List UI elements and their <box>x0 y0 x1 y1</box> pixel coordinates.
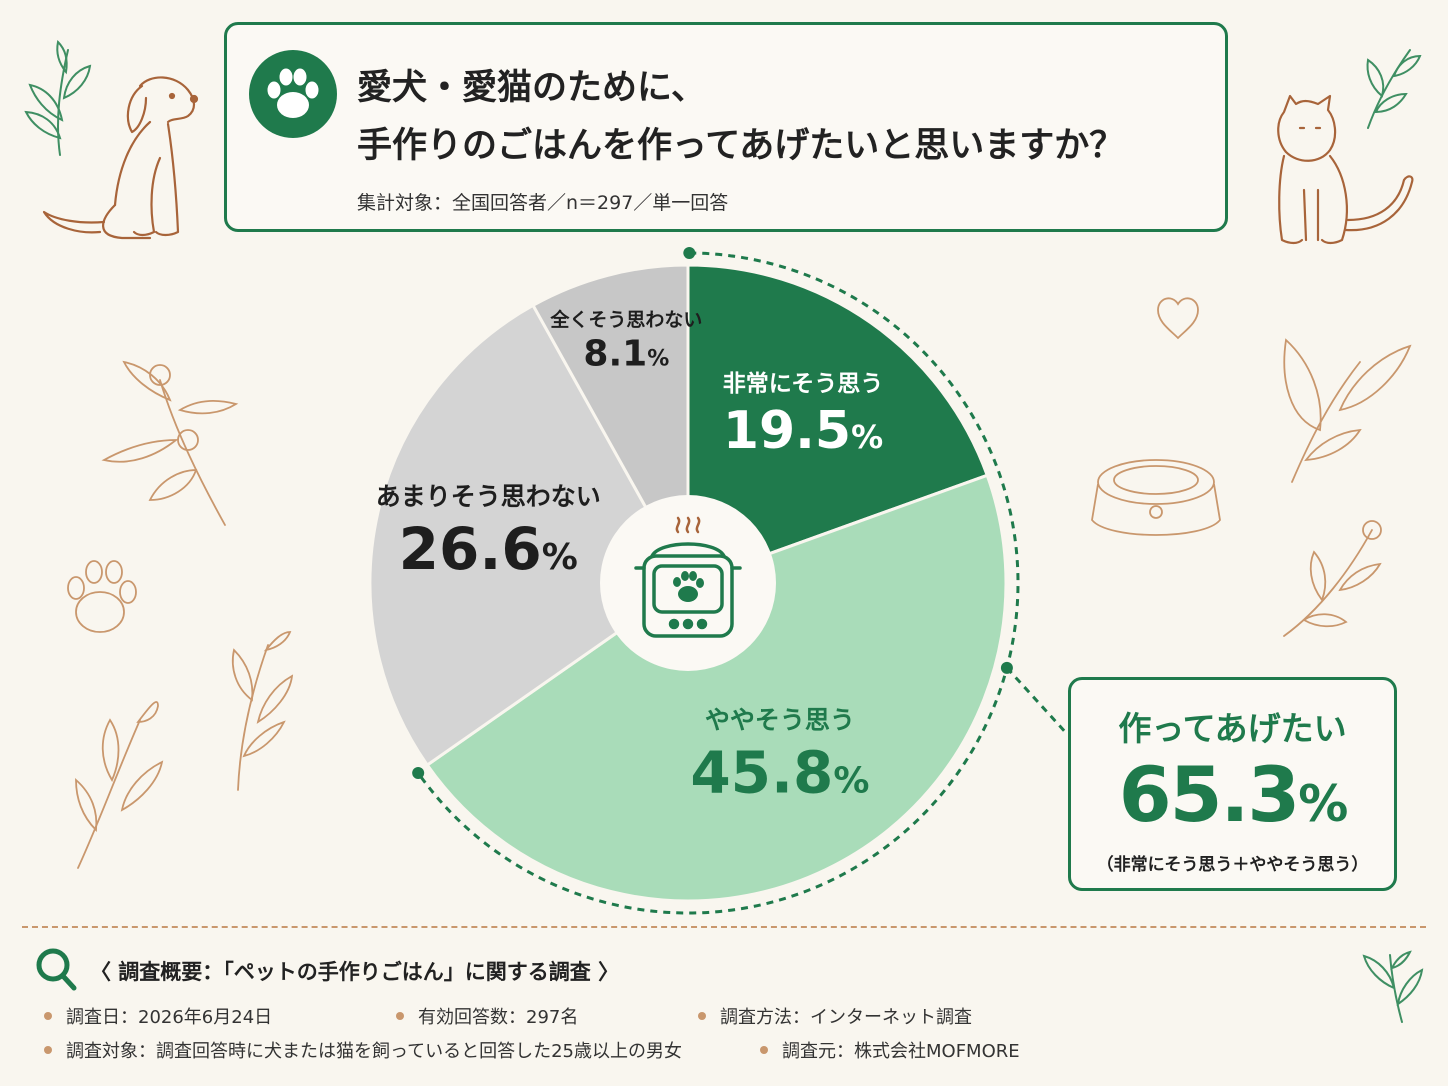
leaf-illustration <box>75 631 294 869</box>
bullet <box>44 1012 52 1020</box>
overview-item: 調査日：2026年6月24日 <box>44 1003 272 1029</box>
overview-item-text: 調査方法：インターネット調査 <box>720 1007 972 1028</box>
leaf-illustration <box>101 360 239 526</box>
overview-item-text: 調査日：2026年6月24日 <box>66 1007 273 1028</box>
summary-callout: 作ってあげたい 65.3% （非常にそう思う＋ややそう思う） <box>1068 677 1397 891</box>
leaf-illustration <box>24 39 92 156</box>
page-title-line-2: 手作りのごはんを作ってあげたいと思いますか？ <box>357 126 1125 166</box>
overview-item: 調査対象：調査回答時に犬または猫を飼っていると回答した25歳以上の男女 <box>44 1037 682 1063</box>
overview-item: 調査方法：インターネット調査 <box>698 1003 972 1029</box>
leaf-illustration <box>1283 338 1412 483</box>
callout-unit: % <box>1298 775 1348 833</box>
slice-value-label: 26.6% <box>399 515 578 583</box>
page-title-line-1: 愛犬・愛猫のために、 <box>357 68 706 108</box>
page-subtitle: 集計対象：全国回答者／n＝297／単一回答 <box>357 192 729 214</box>
paw-badge <box>249 50 337 138</box>
overview-item: 調査元：株式会社MOFMORE <box>760 1037 1020 1063</box>
rice-cooker-icon <box>634 516 742 638</box>
callout-connector <box>1005 666 1070 737</box>
heart-icon <box>1157 297 1199 340</box>
slice-category-label: 全くそう思わない <box>549 308 702 331</box>
overview-title: 〈 調査概要：「ペットの手作りごはん」に関する調査 〉 <box>90 960 620 984</box>
pie-slice <box>425 473 1008 903</box>
slice-value-label: 45.8% <box>690 739 869 807</box>
paw-icon <box>673 571 704 602</box>
bullet <box>760 1046 768 1054</box>
paw-icon <box>267 68 319 118</box>
overview-item: 有効回答数：297名 <box>396 1003 578 1029</box>
pie-slice <box>686 263 990 586</box>
pie-chart: 非常にそう思う 19.5% ややそう思う 45.8% あまりそう思わない 26.6% 全くそ… <box>368 263 1008 903</box>
slice-value-label: 8.1% <box>583 334 669 375</box>
leaf-illustration <box>1362 950 1424 1023</box>
slice-category-label: ややそう思う <box>705 706 855 735</box>
bullet <box>396 1012 404 1020</box>
bracket-arc <box>416 251 1020 915</box>
leaf-illustration <box>1366 49 1422 129</box>
bracket-dot <box>412 766 425 779</box>
callout-value: 65.3% <box>1071 750 1394 839</box>
callout-number: 65.3 <box>1118 750 1301 839</box>
bracket-dot <box>683 247 696 260</box>
pie-slice <box>368 303 690 768</box>
slice-category-label: 非常にそう思う <box>723 371 884 397</box>
divider <box>22 926 1426 928</box>
dog-illustration <box>42 76 199 240</box>
overview-item-text: 調査対象：調査回答時に犬または猫を飼っていると回答した25歳以上の男女 <box>66 1041 683 1062</box>
bullet <box>44 1046 52 1054</box>
callout-note: （非常にそう思う＋ややそう思う） <box>1096 855 1369 875</box>
overview-item-text: 有効回答数：297名 <box>418 1007 579 1028</box>
leaf-illustration <box>1283 520 1382 637</box>
pet-bowl-illustration <box>1091 459 1221 536</box>
overview-item-text: 調査元：株式会社MOFMORE <box>782 1041 1020 1062</box>
search-icon <box>36 948 77 991</box>
callout-title: 作ってあげたい <box>1118 709 1347 748</box>
slice-category-label: あまりそう思わない <box>376 482 601 511</box>
cat-illustration <box>1277 94 1414 245</box>
title-card: 愛犬・愛猫のために、 手作りのごはんを作ってあげたいと思いますか？ 集計対象：全… <box>224 22 1228 232</box>
paw-icon <box>67 560 137 633</box>
pie-slice <box>531 263 690 589</box>
slice-value-label: 19.5% <box>723 401 883 461</box>
bullet <box>698 1012 706 1020</box>
